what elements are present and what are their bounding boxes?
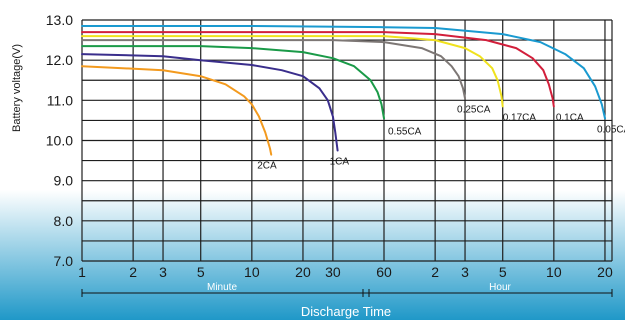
series-label: 0.1CA — [556, 112, 584, 123]
x-tick-label: 1 — [78, 264, 86, 280]
series-label: 2CA — [257, 161, 277, 172]
bottom-band — [0, 190, 625, 320]
y-tick-label: 13.0 — [46, 12, 73, 28]
y-axis-label: Battery voltage(V) — [11, 44, 23, 132]
x-tick-label: 3 — [461, 264, 469, 280]
series-line — [81, 35, 504, 108]
y-tick-label: 11.0 — [47, 92, 73, 108]
y-tick-label: 9.0 — [54, 173, 74, 189]
x-tick-label: 2 — [431, 264, 439, 280]
series-line — [81, 39, 466, 100]
series-line — [81, 65, 273, 156]
curve-labels: 2CA 1CA 0.55CA 0.25CA 0.17CA 0.1CA 0.05CA — [257, 104, 625, 171]
y-tick-label: 10.0 — [46, 133, 73, 149]
x-tick-label: 20 — [597, 264, 613, 280]
series-label: 1CA — [330, 157, 350, 168]
x-tick-label: 5 — [499, 264, 507, 280]
y-tick-labels: 7.0 8.0 9.0 10.0 11.0 12.0 13.0 — [46, 12, 73, 269]
series-label: 0.05CA — [597, 124, 625, 135]
series-line — [81, 53, 339, 152]
series-lines — [81, 25, 606, 156]
x-tick-labels: 1 2 3 5 10 20 30 60 2 3 5 10 20 — [78, 264, 613, 280]
y-tick-label: 7.0 — [54, 253, 74, 269]
hour-segment-label: Hour — [489, 282, 511, 293]
x-tick-label: 20 — [295, 264, 311, 280]
series-line — [81, 45, 385, 120]
series-line — [81, 31, 555, 108]
x-tick-label: 60 — [376, 264, 392, 280]
series-label: 0.25CA — [457, 104, 491, 115]
x-tick-label: 2 — [129, 264, 137, 280]
x-tick-label: 5 — [197, 264, 205, 280]
series-line — [81, 25, 606, 120]
x-tick-label: 30 — [325, 264, 341, 280]
x-tick-label: 10 — [546, 264, 562, 280]
x-tick-label: 3 — [159, 264, 167, 280]
x-tick-label: 10 — [244, 264, 260, 280]
segment-indicator — [81, 289, 613, 297]
y-tick-label: 8.0 — [54, 213, 74, 229]
series-label: 0.55CA — [388, 126, 422, 137]
series-label: 0.17CA — [503, 112, 537, 123]
y-tick-label: 12.0 — [46, 52, 73, 68]
x-axis-label: Discharge Time — [301, 304, 391, 319]
minute-segment-label: Minute — [207, 282, 237, 293]
